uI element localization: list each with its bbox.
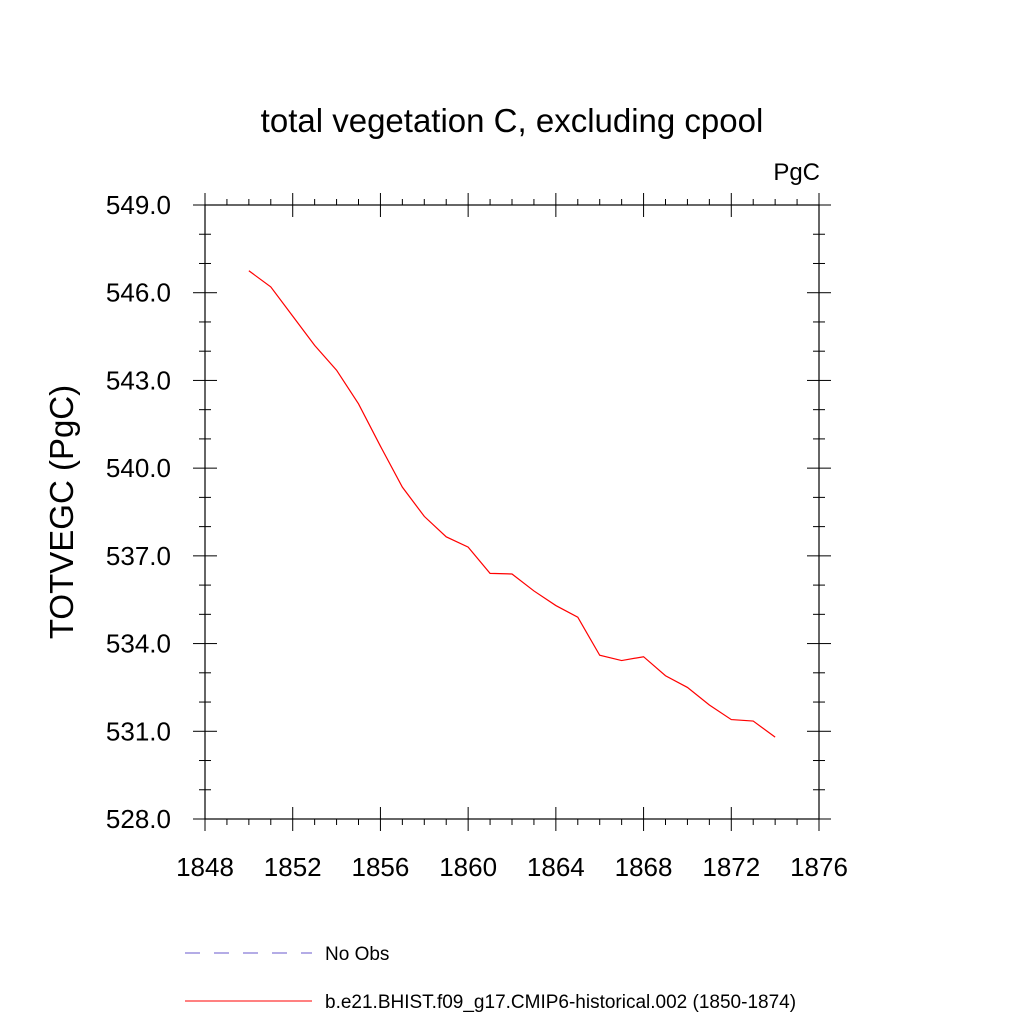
y-tick-label: 543.0 — [106, 365, 171, 395]
y-tick-label: 531.0 — [106, 716, 171, 746]
y-tick-label: 549.0 — [106, 190, 171, 220]
x-tick-label: 1860 — [439, 852, 497, 882]
chart-title: total vegetation C, excluding cpool — [261, 102, 764, 139]
x-axis: 1848 1852 1856 1860 1864 1868 1872 1876 — [176, 193, 848, 882]
y-tick-label: 540.0 — [106, 453, 171, 483]
y-tick-label: 528.0 — [106, 804, 171, 834]
series-line — [248, 270, 776, 738]
x-tick-label: 1868 — [615, 852, 673, 882]
x-tick-label: 1876 — [790, 852, 848, 882]
x-tick-label: 1872 — [702, 852, 760, 882]
x-tick-label: 1848 — [176, 852, 234, 882]
x-tick-label: 1852 — [264, 852, 322, 882]
series-layer — [248, 270, 776, 738]
x-tick-label: 1864 — [527, 852, 585, 882]
legend: No Obs b.e21.BHIST.f09_g17.CMIP6-historic… — [185, 944, 796, 1013]
y-tick-label: 534.0 — [106, 629, 171, 659]
y-axis: 549.0 546.0 543.0 540.0 537.0 534.0 531.0 528.0 — [106, 190, 831, 834]
x-tick-label: 1856 — [352, 852, 410, 882]
plot-frame — [204, 204, 820, 820]
legend-label: b.e21.BHIST.f09_g17.CMIP6-historical.002… — [325, 992, 796, 1013]
y-tick-label: 537.0 — [106, 541, 171, 571]
y-axis-label: TOTVEGC (PgC) — [43, 385, 80, 639]
legend-label: No Obs — [325, 944, 389, 965]
y-tick-label: 546.0 — [106, 278, 171, 308]
units-label: PgC — [773, 159, 820, 186]
